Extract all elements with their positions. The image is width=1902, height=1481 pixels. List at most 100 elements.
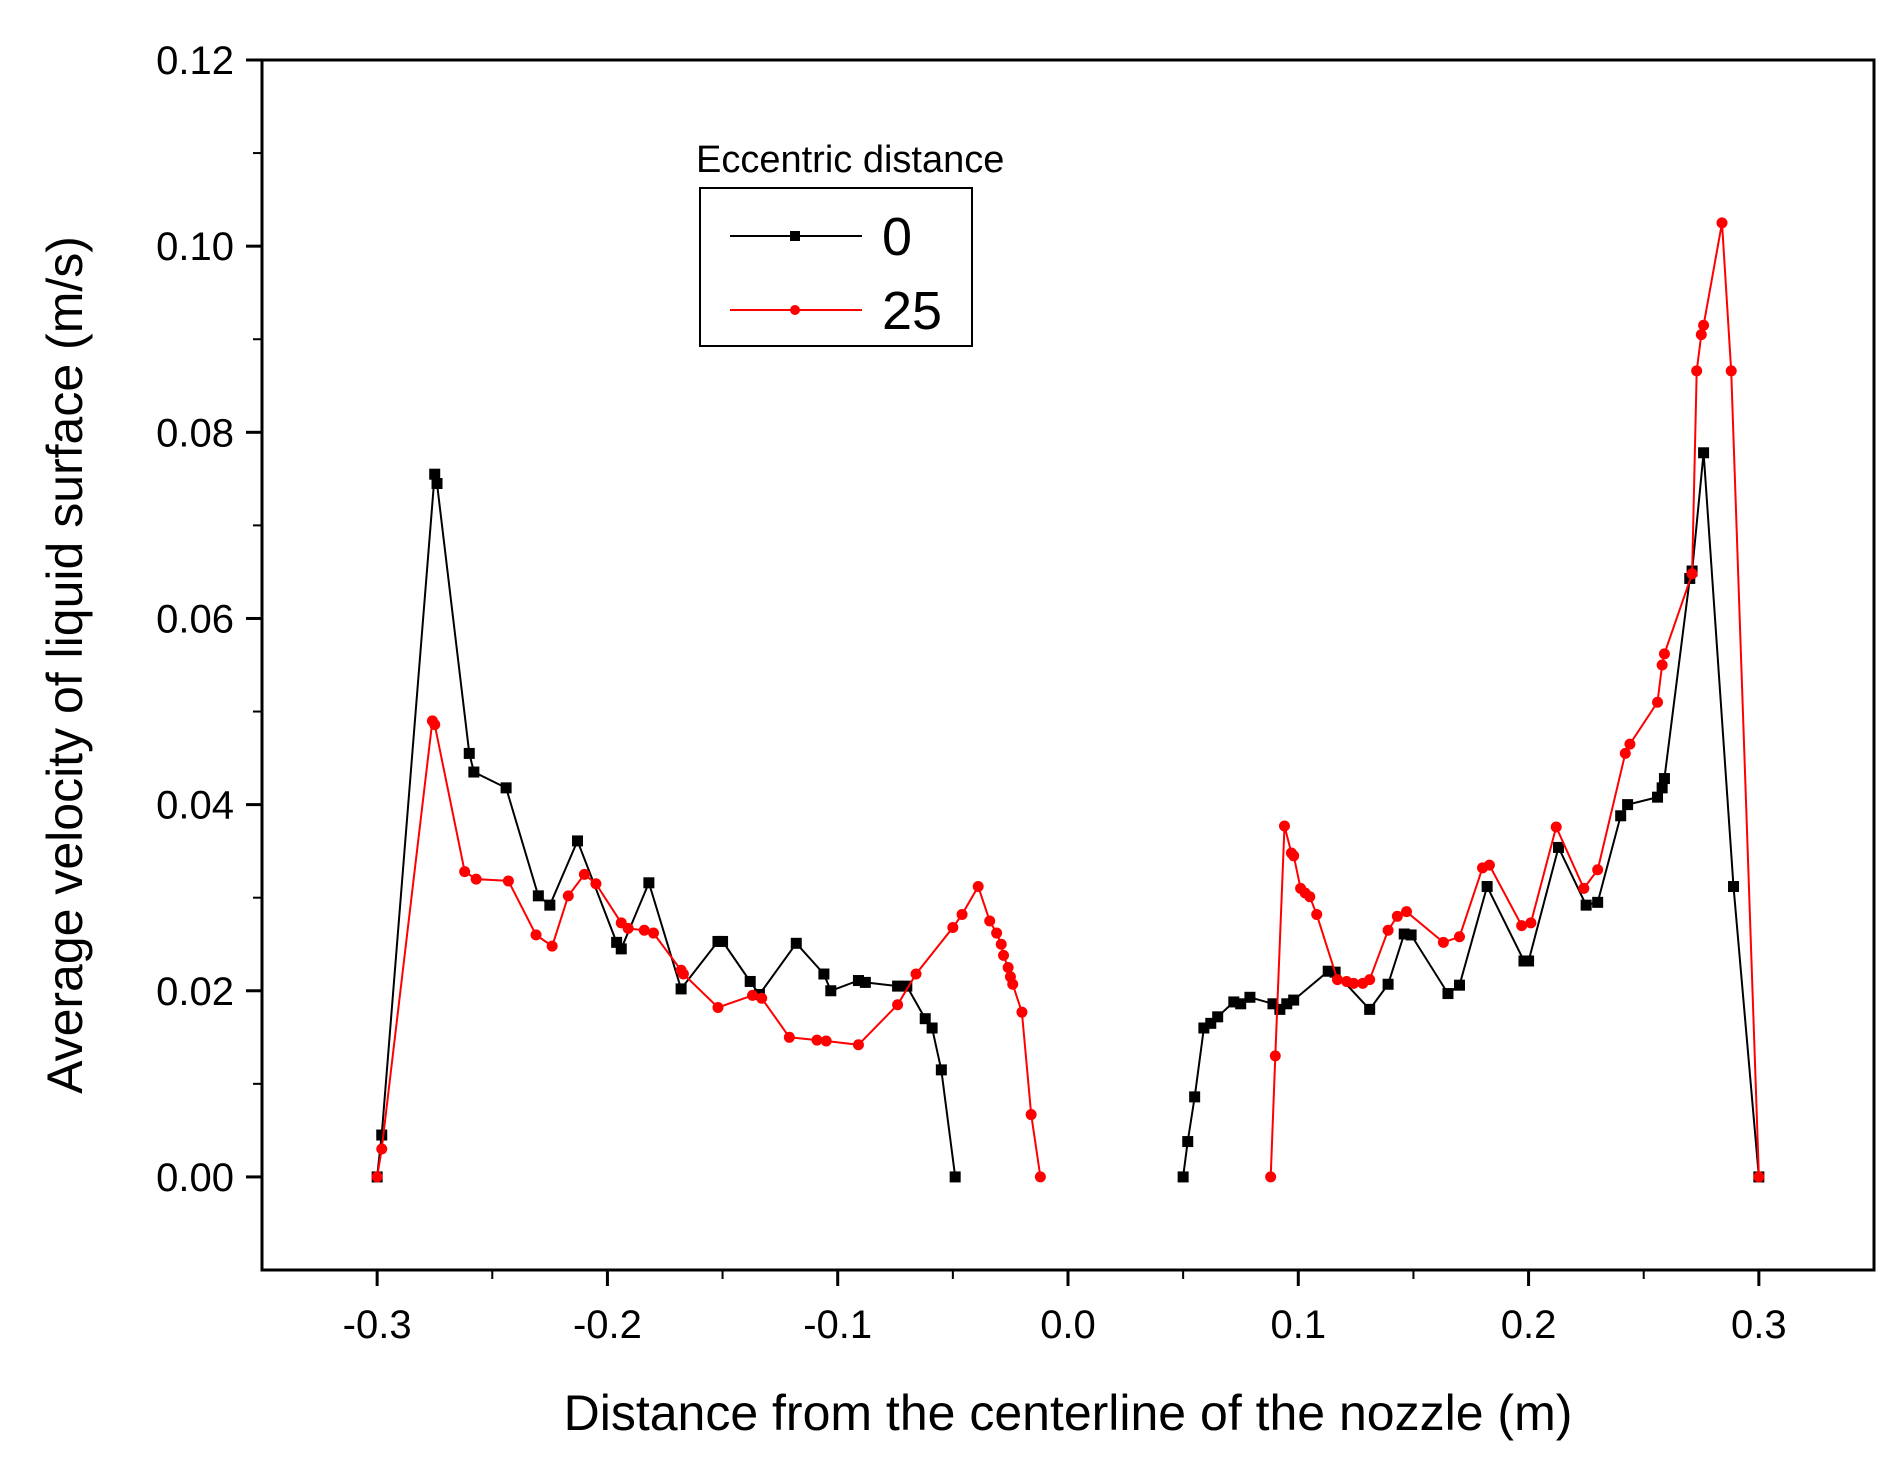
series-25-point <box>1658 648 1670 660</box>
series-25-point <box>1453 931 1465 943</box>
series-0-point <box>825 985 837 997</box>
y-axis-title: Average velocity of liquid surface (m/s) <box>37 236 93 1094</box>
plot-frame <box>260 58 1876 1272</box>
series-0-point <box>1382 978 1394 990</box>
series-25-point <box>1716 217 1728 229</box>
series-0-point <box>544 899 556 911</box>
series-25-point <box>1265 1171 1277 1183</box>
series-0-point <box>901 980 913 992</box>
series-25-point <box>1753 1171 1765 1183</box>
legend: Eccentric distance 025 <box>696 139 1004 347</box>
series-0-point <box>1656 782 1668 794</box>
series-25-point <box>470 873 482 885</box>
series-0-point <box>500 782 512 794</box>
series-25-point <box>1002 962 1014 973</box>
y-tick-label: 0.04 <box>156 784 234 828</box>
series-25-point <box>546 940 558 952</box>
series-25-point <box>956 908 968 920</box>
series-25-point <box>1686 568 1698 580</box>
series-25-point <box>783 1031 795 1043</box>
series-0-point <box>1442 988 1454 1000</box>
series-0-point <box>1405 929 1417 941</box>
series-25-point <box>1698 319 1710 331</box>
series-0-point <box>376 1129 388 1141</box>
series-0-point <box>615 943 627 955</box>
series-0-point <box>1698 447 1710 459</box>
series-25-point <box>1034 1171 1046 1183</box>
series-0-point <box>935 1064 947 1076</box>
series-25-point <box>647 927 659 939</box>
series-25-point <box>638 924 650 936</box>
series-25-point <box>1382 924 1394 936</box>
series-0-point <box>429 468 441 480</box>
series-0-line <box>1182 452 1760 1178</box>
series-0-point <box>1622 799 1634 811</box>
series-0-point <box>1244 991 1256 1003</box>
legend-label-25: 25 <box>882 281 942 341</box>
series-0-point <box>1228 996 1240 1008</box>
series-0-point <box>1205 1017 1217 1029</box>
series-0-point <box>1322 965 1334 977</box>
x-tick-label: -0.3 <box>343 1303 412 1347</box>
x-axis: -0.3 -0.2 -0.1 0.0 0.1 0.2 0.3 <box>343 1270 1787 1347</box>
y-tick-label: 0.12 <box>156 39 234 83</box>
series-0-point <box>1580 899 1592 911</box>
series-0-point <box>1288 994 1300 1006</box>
series-25-point <box>1691 365 1703 377</box>
series-0-point <box>431 478 443 489</box>
y-axis: 0.00 0.02 0.04 0.06 0.08 0.10 0.12 <box>156 39 262 1200</box>
series-0-point <box>919 1013 931 1025</box>
x-tick-label: -0.2 <box>573 1303 642 1347</box>
series-25-point <box>747 989 759 1001</box>
series-25-line <box>1269 222 1760 1177</box>
series-0-point <box>717 935 729 947</box>
series-25-point <box>459 866 471 878</box>
series-0 <box>371 447 1765 1183</box>
series-25-point <box>1550 821 1562 833</box>
series-0-point <box>611 936 623 948</box>
series-0-point <box>790 937 802 949</box>
series-0-point <box>1523 955 1535 967</box>
series-0-point <box>1481 881 1493 893</box>
series-0-point <box>1615 810 1627 822</box>
series-25-point <box>995 938 1007 950</box>
y-tick-label: 0.08 <box>156 411 234 455</box>
series-25-point <box>1619 747 1631 759</box>
y-tick-label: 0.06 <box>156 597 234 641</box>
series-25-line <box>376 717 1042 1178</box>
series-25-point <box>1695 329 1707 341</box>
series-25-point <box>1278 820 1290 832</box>
series-25-point <box>1516 920 1528 932</box>
series-25-point <box>1656 659 1668 671</box>
x-tick-label: 0.1 <box>1270 1303 1326 1347</box>
series-0-point <box>1553 841 1565 853</box>
series-25-point <box>1348 977 1360 989</box>
series-0-point <box>571 835 583 847</box>
y-tick-label: 0.10 <box>156 225 234 269</box>
series-25-point <box>1624 738 1636 750</box>
series-25-point <box>1525 917 1537 929</box>
x-tick-label: -0.1 <box>803 1303 872 1347</box>
series-0-point <box>1658 773 1670 785</box>
series-25-point <box>1483 859 1495 871</box>
series-25 <box>371 217 1765 1183</box>
series-0-point <box>1398 928 1410 940</box>
series-25-point <box>376 1143 388 1155</box>
series-25-point <box>502 875 514 887</box>
series-0-point <box>643 877 655 889</box>
series-25-point <box>1437 936 1449 948</box>
y-tick-label: 0.00 <box>156 1156 234 1200</box>
series-25-point <box>1304 891 1316 903</box>
series-25-point <box>1364 974 1376 986</box>
x-tick-label: 0.3 <box>1731 1303 1787 1347</box>
series-25-point <box>562 890 574 902</box>
series-25-point <box>1401 906 1413 918</box>
legend-entries: 025 <box>730 207 942 341</box>
series-0-point <box>744 975 756 987</box>
series-0-point <box>1281 998 1293 1010</box>
y-tick-label: 0.02 <box>156 970 234 1014</box>
series-0-point <box>818 968 830 980</box>
series-25-point <box>530 929 542 941</box>
